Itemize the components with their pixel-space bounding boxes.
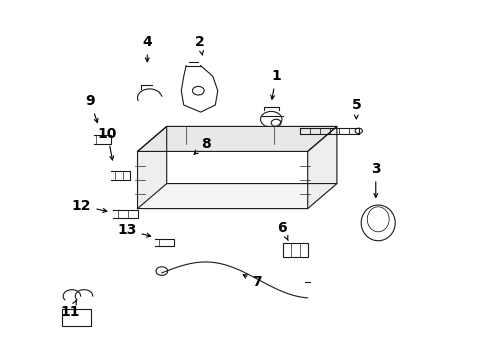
Bar: [283, 243, 307, 257]
Text: 7: 7: [243, 275, 261, 289]
Polygon shape: [137, 126, 336, 152]
Text: 10: 10: [98, 127, 117, 160]
Polygon shape: [137, 184, 336, 208]
Text: 1: 1: [270, 69, 281, 99]
Polygon shape: [137, 126, 166, 208]
Text: 9: 9: [85, 94, 98, 123]
Text: 4: 4: [142, 36, 152, 62]
Text: 5: 5: [351, 98, 361, 119]
Text: 8: 8: [194, 137, 210, 154]
Polygon shape: [307, 126, 336, 208]
Text: 13: 13: [117, 223, 150, 237]
Text: 3: 3: [370, 162, 380, 197]
Text: 6: 6: [277, 221, 287, 240]
Text: 12: 12: [72, 199, 107, 213]
Bar: [62, 309, 91, 327]
Text: 2: 2: [195, 36, 204, 55]
Text: 11: 11: [61, 300, 80, 319]
